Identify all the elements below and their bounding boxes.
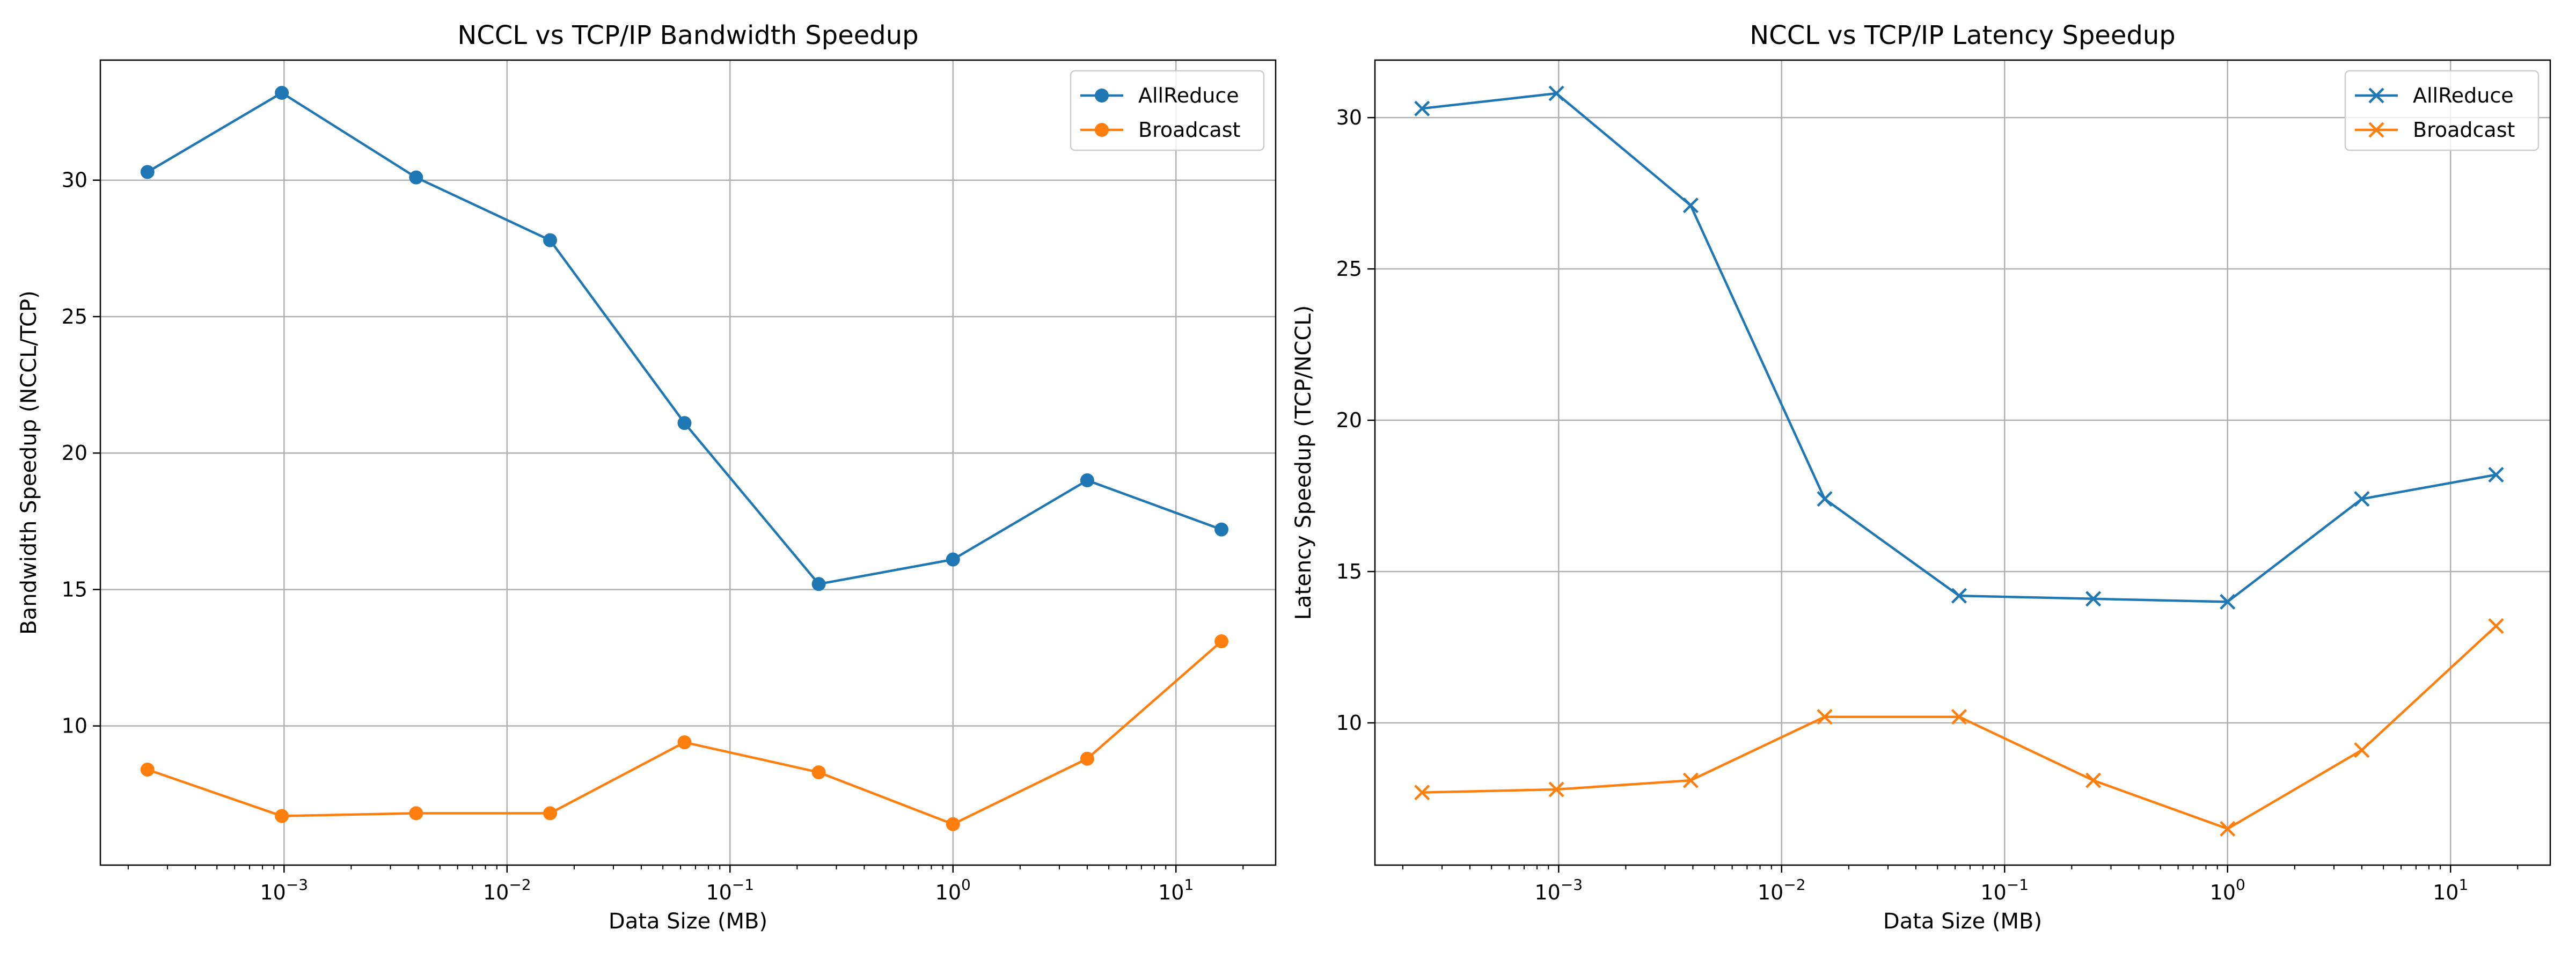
bandwidth-speedup-chart: 10−3 10−2 10−1 100 101 10 15 20 25 30 NCCL vs TCP/… [17,20,1277,934]
data-point [2220,594,2236,610]
data-point [1817,491,1833,507]
data-point [2354,742,2370,758]
legend-label: AllReduce [1138,84,1239,107]
data-point [946,552,960,567]
legend-item-broadcast: Broadcast [1080,118,1240,142]
series-line [147,640,1223,825]
data-point [1080,751,1094,766]
chart-title: NCCL vs TCP/IP Bandwidth Speedup [457,20,918,50]
y-axis-label: Bandwidth Speedup (NCCL/TCP) [17,290,41,634]
x-tick-label: 10−3 [260,876,308,904]
x-tick-label: 101 [2433,876,2468,904]
legend-item-allreduce: AllReduce [2355,84,2514,107]
data-point [2488,466,2504,483]
data-point [1214,634,1229,649]
y-tick-label: 25 [62,305,87,328]
data-point [677,735,692,750]
data-point [1080,473,1094,488]
data-point [543,233,558,247]
data-point [811,765,826,780]
x-tick-label: 10−2 [483,876,531,904]
data-point [140,165,155,179]
chart-title: NCCL vs TCP/IP Latency Speedup [1750,20,2175,50]
x-tick-label: 10−1 [1980,876,2029,904]
legend-marker [1095,123,1109,137]
data-point [1214,522,1229,537]
data-point [2220,821,2236,837]
data-point [1951,709,1967,725]
series-broadcast [1414,618,2504,837]
legend-marker [2368,87,2384,104]
legend-item-allreduce: AllReduce [1080,84,1239,107]
y-tick-label: 15 [62,577,87,601]
data-point [275,86,289,100]
data-point [543,806,558,821]
x-tick-label: 100 [2210,876,2245,904]
y-tick-label: 20 [1336,408,1362,432]
data-point [1682,197,1699,214]
data-point [1682,772,1699,788]
data-point [140,763,155,777]
y-axis-label: Latency Speedup (TCP/NCCL) [1291,305,1316,620]
legend: AllReduce Broadcast [2344,70,2540,151]
y-tick-label: 10 [62,714,87,738]
data-point [275,809,289,823]
series-line [147,91,1222,586]
x-tick-label: 10−2 [1758,876,1806,904]
grid [100,60,1276,865]
series-broadcast [140,634,1229,831]
series-allreduce [1414,85,2504,610]
data-point [677,416,692,430]
data-point [409,170,423,185]
legend-marker [1095,89,1109,103]
legend-marker [2368,122,2384,138]
axes-frame [99,59,1277,866]
y-tick-label: 20 [62,441,87,465]
legend: AllReduce Broadcast [1070,70,1265,151]
grid [1375,60,2550,865]
legend-label: Broadcast [2413,118,2515,142]
x-axis-label: Data Size (MB) [1883,909,2042,934]
x-tick-label: 100 [935,876,971,904]
y-tick-label: 10 [1336,711,1362,735]
series-line [1422,625,2497,830]
y-tick-label: 30 [62,169,87,192]
data-point [946,817,960,831]
x-axis-label: Data Size (MB) [609,909,767,934]
latency-speedup-chart: 10−3 10−2 10−1 100 101 10 15 20 25 30 NCCL vs TCP/… [1291,20,2551,934]
x-tick-label: 101 [1158,876,1194,904]
y-tick-label: 25 [1336,257,1362,281]
legend-label: AllReduce [2413,84,2514,107]
legend-label: Broadcast [1138,118,1240,142]
data-point [1817,709,1833,725]
y-tick-label: 15 [1336,560,1362,583]
data-point [1951,588,1967,604]
data-point [1548,85,1564,101]
data-point [1414,100,1430,116]
y-tick-label: 30 [1336,106,1362,129]
series-line [1422,92,2497,603]
data-point [1548,781,1564,797]
series-allreduce [140,86,1229,591]
data-point [409,806,423,821]
data-point [2085,772,2102,788]
data-point [2085,591,2102,607]
data-point [1414,785,1430,801]
legend-item-broadcast: Broadcast [2355,118,2515,142]
x-tick-label: 10−3 [1534,876,1583,904]
data-point [2488,618,2504,634]
data-point [811,577,826,591]
x-tick-label: 10−1 [706,876,754,904]
axes-frame [1374,59,2551,866]
data-point [2354,491,2370,507]
